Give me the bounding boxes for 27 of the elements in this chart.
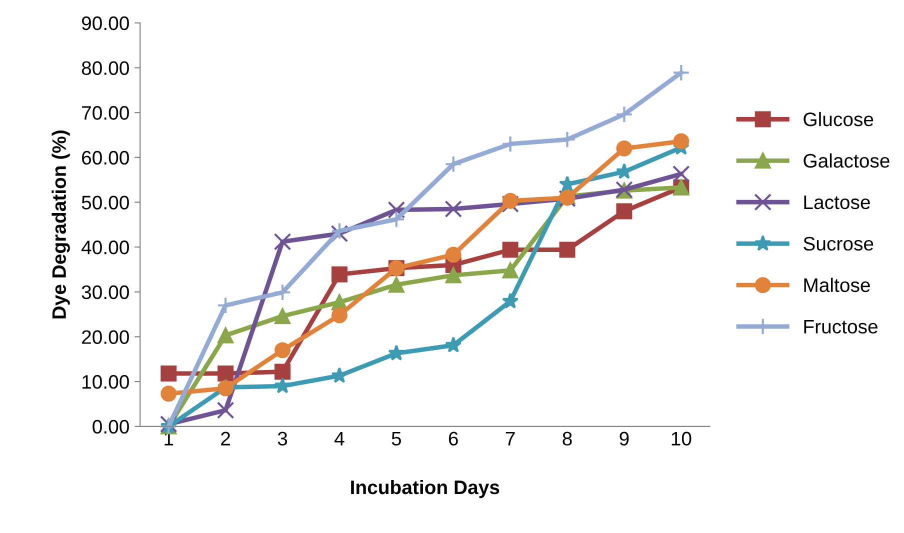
x-tick-label: 7 (506, 432, 515, 446)
y-tick-label: 40.00 (81, 240, 129, 254)
x-tick-label: 6 (448, 432, 458, 446)
legend-label: Maltose (804, 278, 870, 292)
legend-label: Galactose (804, 153, 890, 168)
legend-label: Sucrose (804, 236, 874, 251)
y-tick-label: 0.00 (92, 420, 129, 434)
y-tick-label: 10.00 (82, 375, 129, 389)
y-tick-label: 60.00 (82, 150, 129, 165)
legend-label: Fructose (804, 320, 878, 334)
x-tick-label: 9 (620, 432, 629, 446)
y-tick-label: 30.00 (82, 285, 129, 300)
x-tick-label: 8 (562, 432, 572, 446)
x-tick-label: 10 (672, 432, 692, 446)
y-tick-label: 80.00 (82, 61, 129, 75)
legend-label: Glucose (804, 112, 874, 126)
x-tick-label: 4 (334, 432, 344, 446)
y-tick-label: 90.00 (82, 16, 129, 30)
y-tick-label: 20.00 (82, 330, 129, 344)
y-axis-title: Dye Degradation (%) (52, 130, 70, 318)
x-tick-label: 3 (278, 432, 288, 446)
y-tick-label: 50.00 (82, 196, 129, 210)
x-tick-label: 2 (221, 432, 230, 446)
legend-label: Lactose (804, 196, 870, 210)
x-tick-label: 5 (392, 432, 401, 446)
y-tick-label: 70.00 (82, 106, 129, 120)
x-axis-title: Incubation Days (351, 480, 500, 498)
